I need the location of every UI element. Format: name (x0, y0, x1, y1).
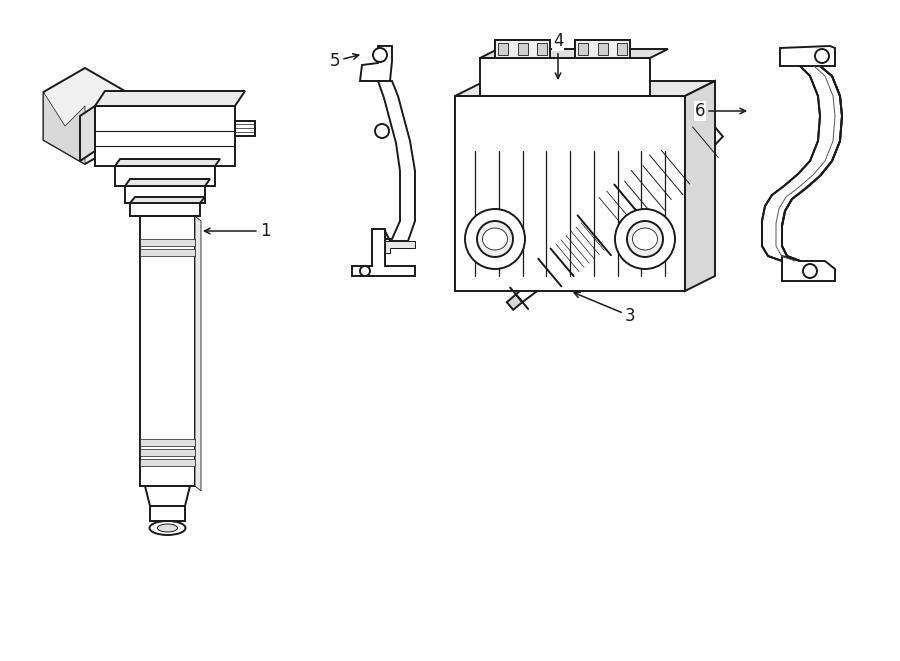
Ellipse shape (149, 521, 185, 535)
Polygon shape (455, 96, 685, 291)
Polygon shape (495, 40, 550, 58)
Polygon shape (650, 165, 675, 191)
Text: 1: 1 (204, 222, 270, 240)
Circle shape (375, 124, 389, 138)
Polygon shape (235, 121, 255, 136)
Polygon shape (352, 229, 415, 276)
Polygon shape (115, 159, 220, 166)
Circle shape (360, 266, 370, 276)
Polygon shape (130, 203, 200, 216)
Text: 3: 3 (574, 292, 635, 325)
Ellipse shape (158, 524, 177, 532)
Polygon shape (536, 269, 553, 286)
Circle shape (627, 221, 663, 257)
Text: 4: 4 (553, 32, 563, 79)
Bar (498, 43, 508, 55)
Polygon shape (685, 81, 715, 291)
Polygon shape (699, 126, 723, 149)
Polygon shape (115, 166, 215, 186)
Polygon shape (145, 486, 190, 506)
Polygon shape (195, 216, 201, 491)
Polygon shape (140, 216, 195, 486)
Polygon shape (603, 194, 639, 231)
Polygon shape (95, 106, 235, 166)
Polygon shape (125, 179, 210, 186)
Text: 6: 6 (695, 102, 745, 120)
Polygon shape (140, 249, 195, 256)
Polygon shape (95, 91, 245, 106)
Polygon shape (782, 256, 835, 281)
Polygon shape (658, 159, 682, 185)
Polygon shape (632, 180, 656, 206)
Circle shape (615, 209, 675, 269)
Polygon shape (140, 439, 195, 446)
Polygon shape (43, 92, 85, 164)
Circle shape (815, 49, 829, 63)
Polygon shape (140, 239, 195, 246)
Bar (598, 43, 608, 55)
Polygon shape (150, 506, 185, 521)
Polygon shape (455, 81, 715, 96)
Text: 5: 5 (329, 52, 358, 70)
Polygon shape (480, 49, 668, 58)
Circle shape (477, 221, 513, 257)
Polygon shape (516, 276, 544, 302)
Polygon shape (589, 212, 619, 242)
Polygon shape (130, 197, 205, 203)
Polygon shape (780, 46, 835, 66)
Polygon shape (762, 66, 842, 261)
Polygon shape (679, 136, 711, 167)
Circle shape (373, 48, 387, 62)
Polygon shape (372, 81, 415, 241)
Polygon shape (480, 58, 650, 96)
Polygon shape (575, 40, 630, 58)
Ellipse shape (633, 228, 658, 250)
Circle shape (465, 209, 525, 269)
Polygon shape (544, 256, 567, 279)
Polygon shape (43, 68, 127, 164)
Text: 2: 2 (0, 660, 1, 661)
Polygon shape (385, 241, 415, 253)
Bar (617, 43, 627, 55)
Bar (537, 43, 547, 55)
Polygon shape (80, 106, 95, 161)
Polygon shape (140, 449, 195, 456)
Circle shape (803, 264, 817, 278)
Polygon shape (125, 186, 205, 203)
Polygon shape (623, 190, 646, 214)
Polygon shape (556, 229, 600, 269)
Ellipse shape (482, 228, 508, 250)
Polygon shape (360, 46, 392, 81)
Polygon shape (140, 459, 195, 466)
Bar (518, 43, 527, 55)
Polygon shape (507, 294, 522, 310)
Bar (578, 43, 588, 55)
Polygon shape (669, 149, 693, 176)
Polygon shape (640, 174, 664, 200)
